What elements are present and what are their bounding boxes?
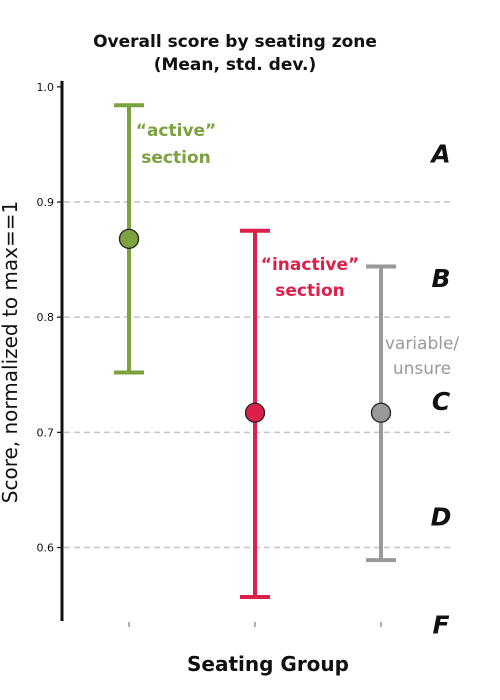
grade-letter: A [429,140,450,169]
series-label-line-1: “active” [136,121,216,141]
x-ticks [128,622,382,627]
y-ticks: 0.6 0.7 0.8 0.9 1.0 [37,81,62,555]
grade-letters: A B C D F [429,140,451,640]
y-tick-label: 1.0 [37,81,55,94]
y-axis-label: Score, normalized to max==1 [0,201,22,503]
series-label-line-2: unsure [393,359,451,379]
mean-point [244,402,266,423]
grade-letter: B [431,264,450,293]
series-label-line-2: section [141,148,210,168]
mean-point [370,402,392,423]
grade-letter: C [432,387,451,416]
y-tick-label: 0.9 [37,196,55,209]
y-tick-label: 0.7 [37,426,55,439]
series-label-line-1: “inactive” [261,255,359,275]
grade-letter: D [431,502,452,531]
chart-title-line-1: Overall score by seating zone [93,32,377,52]
error-bars [114,103,396,600]
y-tick-label: 0.8 [37,311,55,324]
grade-letter: F [432,611,449,640]
chart-title-line-2: (Mean, std. dev.) [154,55,317,75]
mean-point [118,228,140,250]
series-label-line-2: section [275,281,344,301]
series-annotations: “active” section “inactive” section variable… [136,121,460,379]
y-tick-label: 0.6 [37,542,55,555]
x-axis-label: Seating Group [187,652,349,676]
series-label-line-1: variable/ [385,334,460,354]
